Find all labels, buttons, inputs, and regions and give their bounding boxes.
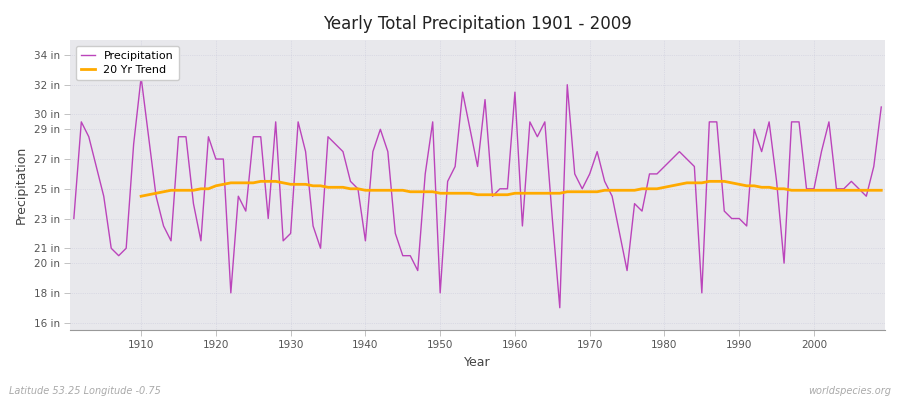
Precipitation xyxy=(517,224,527,228)
Title: Yearly Total Precipitation 1901 - 2009: Yearly Total Precipitation 1901 - 2009 xyxy=(323,15,632,33)
20 Yr Trend xyxy=(315,184,326,188)
Precipitation xyxy=(554,305,565,310)
20 Yr Trend xyxy=(285,182,296,187)
Text: worldspecies.org: worldspecies.org xyxy=(808,386,891,396)
Line: Precipitation: Precipitation xyxy=(74,77,881,308)
20 Yr Trend xyxy=(876,188,886,193)
Precipitation xyxy=(876,105,886,110)
20 Yr Trend xyxy=(584,189,595,194)
X-axis label: Year: Year xyxy=(464,356,491,369)
20 Yr Trend xyxy=(846,188,857,193)
Precipitation xyxy=(136,75,147,80)
Precipitation xyxy=(68,216,79,221)
Y-axis label: Precipitation: Precipitation xyxy=(15,146,28,224)
20 Yr Trend xyxy=(824,188,834,193)
20 Yr Trend xyxy=(256,179,266,184)
Precipitation xyxy=(509,90,520,94)
Text: Latitude 53.25 Longitude -0.75: Latitude 53.25 Longitude -0.75 xyxy=(9,386,161,396)
Precipitation xyxy=(614,231,625,236)
Precipitation xyxy=(301,149,311,154)
20 Yr Trend xyxy=(525,191,535,196)
Line: 20 Yr Trend: 20 Yr Trend xyxy=(141,181,881,196)
Precipitation xyxy=(128,142,139,146)
Legend: Precipitation, 20 Yr Trend: Precipitation, 20 Yr Trend xyxy=(76,46,179,80)
Precipitation xyxy=(345,179,356,184)
20 Yr Trend xyxy=(136,194,147,199)
